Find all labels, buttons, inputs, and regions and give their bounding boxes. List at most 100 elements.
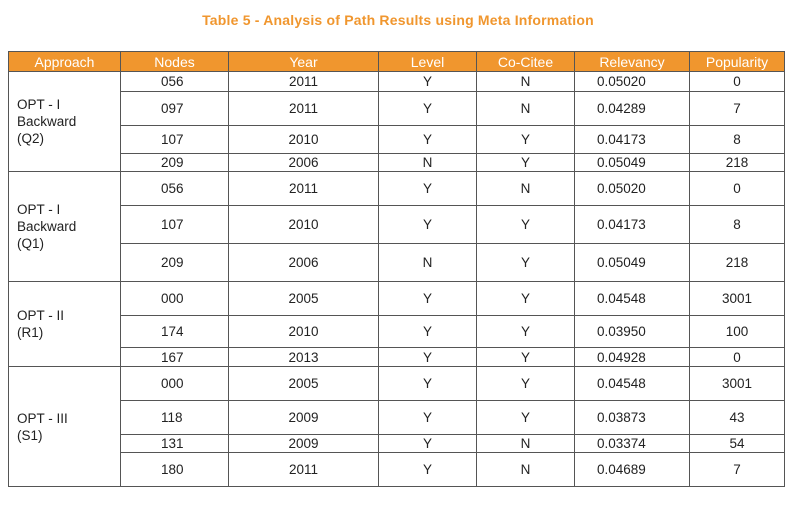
year-cell: 2010 [228,205,379,244]
approach-label-line: (R1) [17,325,44,340]
col-header-approach: Approach [8,51,121,72]
header-row: Approach Nodes Year Level Co-Citee Relev… [8,51,785,72]
level-cell: Y [378,91,477,126]
relevancy-cell: 0.04173 [574,125,690,154]
table-row: 097 2011 Y N 0.04289 7 [9,91,785,126]
year-cell: 2006 [228,243,379,282]
popularity-cell: 218 [689,153,785,172]
nodes-cell: 000 [120,366,229,401]
level-cell: Y [378,452,477,487]
table-row: 107 2010 Y Y 0.04173 8 [9,205,785,244]
relevancy-cell: 0.04289 [574,91,690,126]
approach-label-line: (Q2) [17,131,44,146]
relevancy-cell: 0.03374 [574,434,690,453]
table-row: 167 2013 Y Y 0.04928 0 [9,347,785,367]
col-header-popularity: Popularity [689,51,785,72]
nodes-cell: 209 [120,153,229,172]
table-caption: Table 5 - Analysis of Path Results using… [202,12,594,28]
nodes-cell: 118 [120,400,229,435]
relevancy-cell: 0.04173 [574,205,690,244]
level-cell: Y [378,71,477,92]
table-row: 209 2006 N Y 0.05049 218 [9,153,785,172]
nodes-cell: 131 [120,434,229,453]
year-cell: 2005 [228,281,379,316]
level-cell: N [378,153,477,172]
popularity-cell: 218 [689,243,785,282]
col-header-co-citee: Co-Citee [476,51,575,72]
relevancy-cell: 0.05020 [574,71,690,92]
cocitee-cell: Y [476,205,575,244]
col-header-nodes: Nodes [120,51,229,72]
col-header-relevancy: Relevancy [574,51,690,72]
popularity-cell: 0 [689,71,785,92]
nodes-cell: 097 [120,91,229,126]
level-cell: Y [378,315,477,348]
table-row: 118 2009 Y Y 0.03873 43 [9,400,785,435]
cocitee-cell: N [476,171,575,206]
level-cell: Y [378,125,477,154]
table-row: 107 2010 Y Y 0.04173 8 [9,125,785,154]
relevancy-cell: 0.04548 [574,366,690,401]
year-cell: 2011 [228,91,379,126]
nodes-cell: 000 [120,281,229,316]
cocitee-cell: N [476,434,575,453]
year-cell: 2010 [228,125,379,154]
approach-label-line: OPT - III [17,410,68,426]
year-cell: 2011 [228,71,379,92]
year-cell: 2011 [228,171,379,206]
popularity-cell: 3001 [689,281,785,316]
level-cell: Y [378,281,477,316]
cocitee-cell: Y [476,347,575,367]
approach-cell: OPT - I Backward (Q1) [8,171,121,282]
table-row: OPT - I Backward (Q2) 056 2011 Y N 0.05020 0 [8,71,785,172]
popularity-cell: 100 [689,315,785,348]
nodes-cell: 209 [120,243,229,282]
approach-label-line: OPT - I [17,97,61,112]
approach-cell: OPT - I Backward (Q2) [8,71,121,172]
table-row: OPT - III (S1) 000 2005 Y Y 0.04548 3001 [8,366,785,487]
year-cell: 2011 [228,452,379,487]
level-cell: Y [378,347,477,367]
level-cell: Y [378,400,477,435]
cocitee-cell: N [476,71,575,92]
nodes-cell: 056 [120,71,229,92]
relevancy-cell: 0.03873 [574,400,690,435]
table-body: OPT - I Backward (Q2) 056 2011 Y N 0.05020 0 097 2… [8,71,785,487]
cocitee-cell: Y [476,315,575,348]
approach-cell: OPT - II (R1) [8,281,121,367]
cocitee-cell: Y [476,366,575,401]
path-results-table: Approach Nodes Year Level Co-Citee Relev… [8,51,785,487]
table-row: 180 2011 Y N 0.04689 7 [9,452,785,487]
col-header-year: Year [228,51,379,72]
cocitee-cell: N [476,91,575,126]
approach-cell: OPT - III (S1) [8,366,121,487]
table-row: 209 2006 N Y 0.05049 218 [9,243,785,282]
year-cell: 2010 [228,315,379,348]
approach-label-line: OPT - II [17,308,65,323]
relevancy-cell: 0.05049 [574,153,690,172]
relevancy-cell: 0.04548 [574,281,690,316]
popularity-cell: 7 [689,91,785,126]
cocitee-cell: Y [476,243,575,282]
popularity-cell: 3001 [689,366,785,401]
level-cell: N [378,243,477,282]
year-cell: 2013 [228,347,379,367]
approach-label-line: OPT - I [17,202,61,217]
approach-label-line: Backward [17,114,77,129]
approach-label-line: (S1) [17,427,43,443]
year-cell: 2006 [228,153,379,172]
popularity-cell: 0 [689,171,785,206]
cocitee-cell: Y [476,153,575,172]
cocitee-cell: Y [476,281,575,316]
table-row: OPT - II (R1) 000 2005 Y Y 0.04548 3001 [8,281,785,367]
popularity-cell: 7 [689,452,785,487]
year-cell: 2009 [228,400,379,435]
level-cell: Y [378,434,477,453]
nodes-cell: 174 [120,315,229,348]
popularity-cell: 54 [689,434,785,453]
popularity-cell: 8 [689,125,785,154]
col-header-level: Level [378,51,477,72]
popularity-cell: 8 [689,205,785,244]
level-cell: Y [378,171,477,206]
nodes-cell: 167 [120,347,229,367]
